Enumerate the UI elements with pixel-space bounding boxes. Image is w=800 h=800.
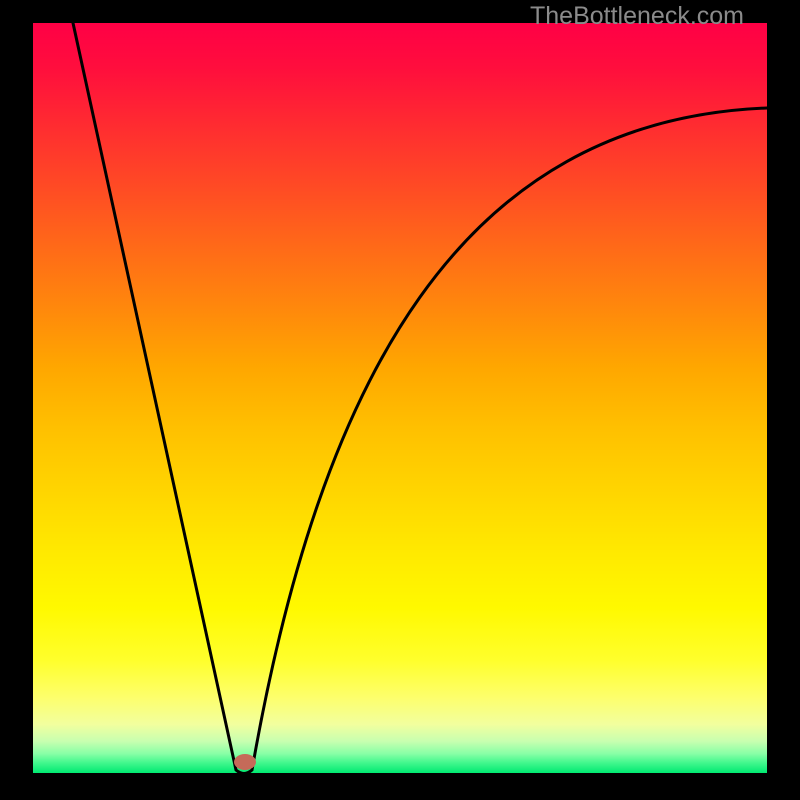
bottleneck-curve [73,23,767,774]
chart-stage: TheBottleneck.com [0,0,800,800]
curve-layer [0,0,800,800]
watermark-text: TheBottleneck.com [530,2,744,31]
plot-area [33,23,767,773]
